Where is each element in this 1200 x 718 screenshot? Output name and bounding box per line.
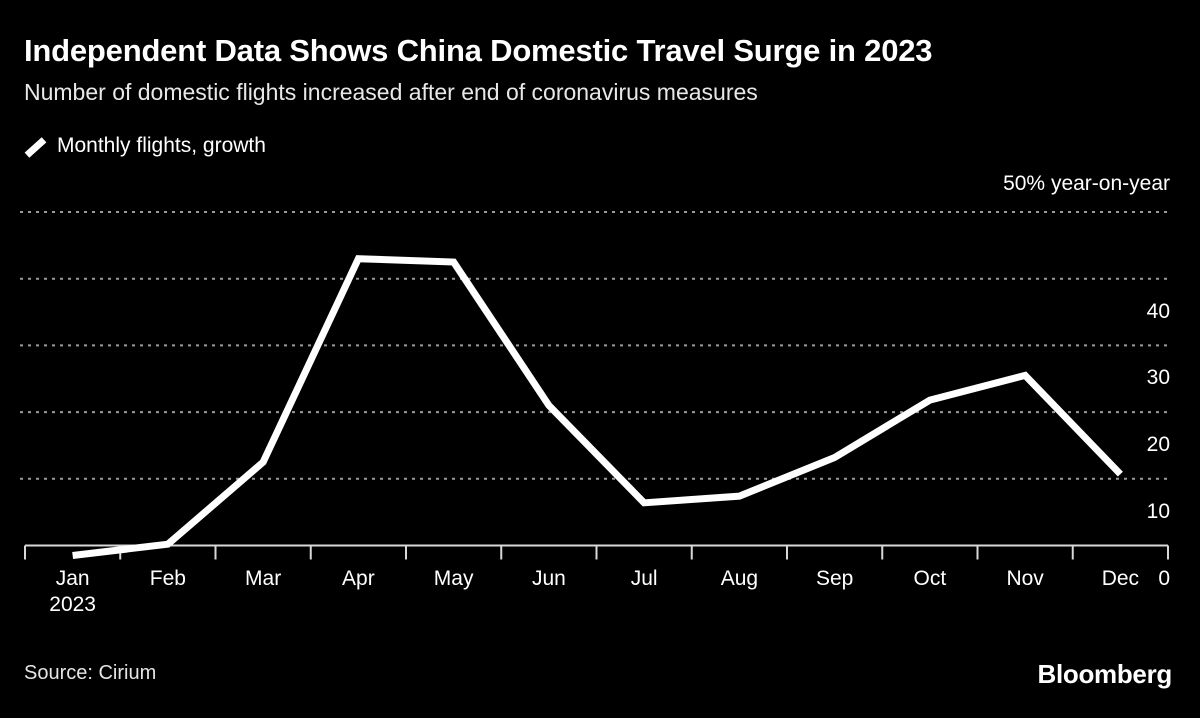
x-tick-label: May	[434, 566, 474, 592]
series-line-0	[72, 255, 1123, 559]
y-tick-label: 40	[1146, 299, 1170, 323]
x-tick-year: 2023	[49, 593, 96, 617]
x-tick-label: Jan 2023	[49, 566, 96, 619]
x-tick-label: Dec	[1102, 566, 1139, 592]
y-axis-caption: 50% year-on-year	[1003, 172, 1170, 195]
chart-legend: Monthly flights, growth	[22, 129, 266, 163]
x-tick-month: Mar	[245, 567, 282, 590]
x-tick-label: Mar	[245, 566, 281, 592]
x-tick-month: Nov	[1006, 567, 1044, 590]
x-tick-month: Aug	[720, 567, 759, 590]
y-tick-label: 10	[1146, 499, 1170, 523]
x-tick-label: Apr	[342, 566, 375, 592]
x-tick-month: Sep	[815, 567, 854, 590]
x-tick-month: Jun	[531, 567, 566, 590]
x-tick-label: Jul	[631, 566, 658, 592]
page-subtitle: Number of domestic flights increased aft…	[24, 79, 758, 105]
y-tick-label: 0	[1158, 566, 1170, 590]
brand-logo: Bloomberg	[1037, 659, 1172, 689]
x-tick-month: May	[433, 567, 474, 590]
x-tick-month: Feb	[149, 567, 186, 590]
x-tick-label: Oct	[914, 566, 947, 592]
legend-series-label: Monthly flights, growth	[57, 134, 266, 157]
page-title: Independent Data Shows China Domestic Tr…	[24, 33, 933, 68]
source-note: Source: Cirium	[24, 662, 157, 684]
x-tick-label: Sep	[816, 566, 853, 592]
x-tick-label: Aug	[721, 566, 758, 592]
x-tick-label: Jun	[532, 566, 566, 592]
x-tick-month: Oct	[913, 567, 947, 590]
y-tick-label: 20	[1146, 433, 1170, 457]
x-tick-month: Jan	[55, 567, 90, 590]
x-tick-month: Dec	[1101, 567, 1140, 590]
x-tick-month: Jul	[630, 567, 658, 590]
x-tick-label: Feb	[150, 566, 186, 592]
x-tick-month: Apr	[342, 567, 375, 590]
x-tick-label: Nov	[1006, 566, 1043, 592]
y-tick-label: 30	[1146, 366, 1170, 390]
